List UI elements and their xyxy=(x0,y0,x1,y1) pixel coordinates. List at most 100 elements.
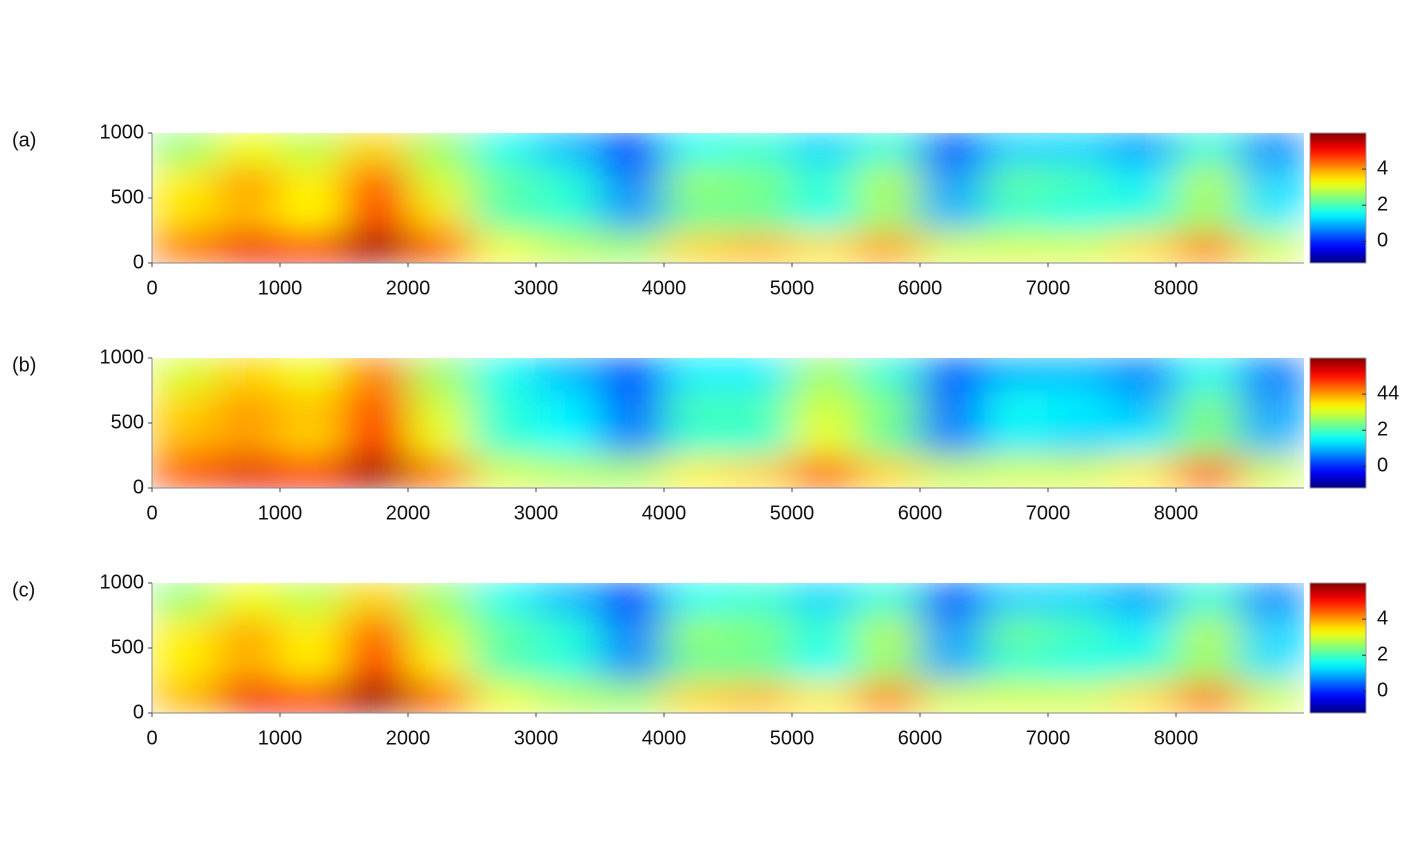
heatmap-cell xyxy=(1111,390,1177,424)
heatmap-cell xyxy=(1111,615,1177,649)
heatmap-cell xyxy=(1175,647,1241,681)
heatmap-cell xyxy=(279,647,345,681)
x-tick-label: 3000 xyxy=(514,502,559,524)
x-tick-label: 5000 xyxy=(770,277,815,299)
x-tick-label: 5000 xyxy=(770,727,815,749)
colorbar-tick-label: 4 xyxy=(1377,607,1388,629)
heatmap-cell xyxy=(983,230,1049,263)
x-tick-label: 1000 xyxy=(258,502,303,524)
heatmap-cell xyxy=(407,455,473,488)
x-tick-label: 7000 xyxy=(1026,727,1071,749)
heatmap-cell xyxy=(791,230,857,263)
heatmap-cell xyxy=(663,230,729,263)
heatmap-cell xyxy=(855,230,921,263)
heatmap-cell xyxy=(919,390,985,424)
heatmap-cell xyxy=(791,165,857,199)
heatmap-cell xyxy=(791,680,857,713)
heatmap-cell xyxy=(1111,133,1177,166)
heatmap-cell xyxy=(919,680,985,713)
heatmap-cell xyxy=(407,390,473,424)
heatmap-cell xyxy=(1175,390,1241,424)
heatmap-cell xyxy=(1111,583,1177,616)
heatmap-cell xyxy=(1239,358,1304,391)
x-tick-label: 3000 xyxy=(514,727,559,749)
heatmap-cell xyxy=(1175,358,1241,391)
heatmap-cell xyxy=(152,230,217,263)
heatmap-cell xyxy=(1239,647,1304,681)
heatmap-cell xyxy=(791,390,857,424)
heatmap-cell xyxy=(1239,165,1304,199)
heatmap-cell xyxy=(1175,133,1241,166)
heatmap-cell xyxy=(471,455,537,488)
x-tick-label: 8000 xyxy=(1154,502,1199,524)
heatmap-cell xyxy=(1175,615,1241,649)
heatmap-cell xyxy=(727,390,793,424)
heatmap-cell xyxy=(1047,615,1113,649)
x-tick-label: 4000 xyxy=(642,727,687,749)
x-tick-label: 0 xyxy=(146,727,157,749)
heatmap-cell xyxy=(279,197,345,231)
heatmap-cell xyxy=(727,680,793,713)
heatmap-cell xyxy=(343,680,409,713)
heatmap-cell xyxy=(599,358,665,391)
y-tick-label: 500 xyxy=(111,411,144,433)
heatmap-cell xyxy=(343,615,409,649)
heatmap-cell xyxy=(919,230,985,263)
heatmap xyxy=(152,133,1304,263)
heatmap-cell xyxy=(919,358,985,391)
heatmap-cells xyxy=(152,133,1304,263)
heatmap-cell xyxy=(407,583,473,616)
heatmap-cell xyxy=(1239,422,1304,456)
heatmap-cell xyxy=(152,615,217,649)
heatmap-cell xyxy=(407,197,473,231)
heatmap-cell xyxy=(919,455,985,488)
heatmap-cell xyxy=(1047,133,1113,166)
x-tick-label: 2000 xyxy=(386,727,431,749)
heatmap-cell xyxy=(343,197,409,231)
heatmap-cell xyxy=(1239,583,1304,616)
heatmap-cell xyxy=(1175,583,1241,616)
heatmap-cell xyxy=(663,165,729,199)
heatmap-cell xyxy=(663,455,729,488)
heatmap-cell xyxy=(1111,422,1177,456)
heatmap-cell xyxy=(919,615,985,649)
heatmap-cell xyxy=(983,133,1049,166)
x-tick-label: 0 xyxy=(146,277,157,299)
heatmap-cell xyxy=(215,647,281,681)
y-tick-label: 1000 xyxy=(100,346,145,368)
heatmap-cell xyxy=(535,133,601,166)
heatmap-cell xyxy=(727,422,793,456)
panel-label: (c) xyxy=(12,579,35,601)
heatmap-cell xyxy=(791,358,857,391)
heatmap-cell xyxy=(599,455,665,488)
heatmap-cell xyxy=(919,197,985,231)
colorbar xyxy=(1309,582,1367,714)
heatmap-cell xyxy=(1239,615,1304,649)
colorbar-tick-label: 0 xyxy=(1377,680,1388,702)
heatmap-cell xyxy=(663,615,729,649)
heatmap-cell xyxy=(727,647,793,681)
heatmap-cell xyxy=(663,422,729,456)
heatmap-cell xyxy=(152,390,217,424)
heatmap-cell xyxy=(215,165,281,199)
colorbar-tick-label: 0 xyxy=(1377,455,1388,477)
heatmap-cell xyxy=(343,390,409,424)
heatmap-cell xyxy=(407,230,473,263)
heatmap-cell xyxy=(215,615,281,649)
colorbar-tick-label: 0 xyxy=(1377,230,1388,252)
panel-label: (b) xyxy=(12,354,36,376)
heatmap-cell xyxy=(855,358,921,391)
x-tick-label: 7000 xyxy=(1026,277,1071,299)
heatmap-cell xyxy=(727,358,793,391)
heatmap-cell xyxy=(1175,197,1241,231)
y-tick-label: 500 xyxy=(111,636,144,658)
heatmap-cell xyxy=(535,230,601,263)
heatmap-cell xyxy=(855,615,921,649)
heatmap-cell xyxy=(279,230,345,263)
x-tick-label: 4000 xyxy=(642,277,687,299)
heatmap-cell xyxy=(1175,680,1241,713)
heatmap-cell xyxy=(727,583,793,616)
colorbar-tick-label: 2 xyxy=(1377,644,1388,666)
heatmap-cell xyxy=(727,133,793,166)
heatmap-cell xyxy=(599,422,665,456)
